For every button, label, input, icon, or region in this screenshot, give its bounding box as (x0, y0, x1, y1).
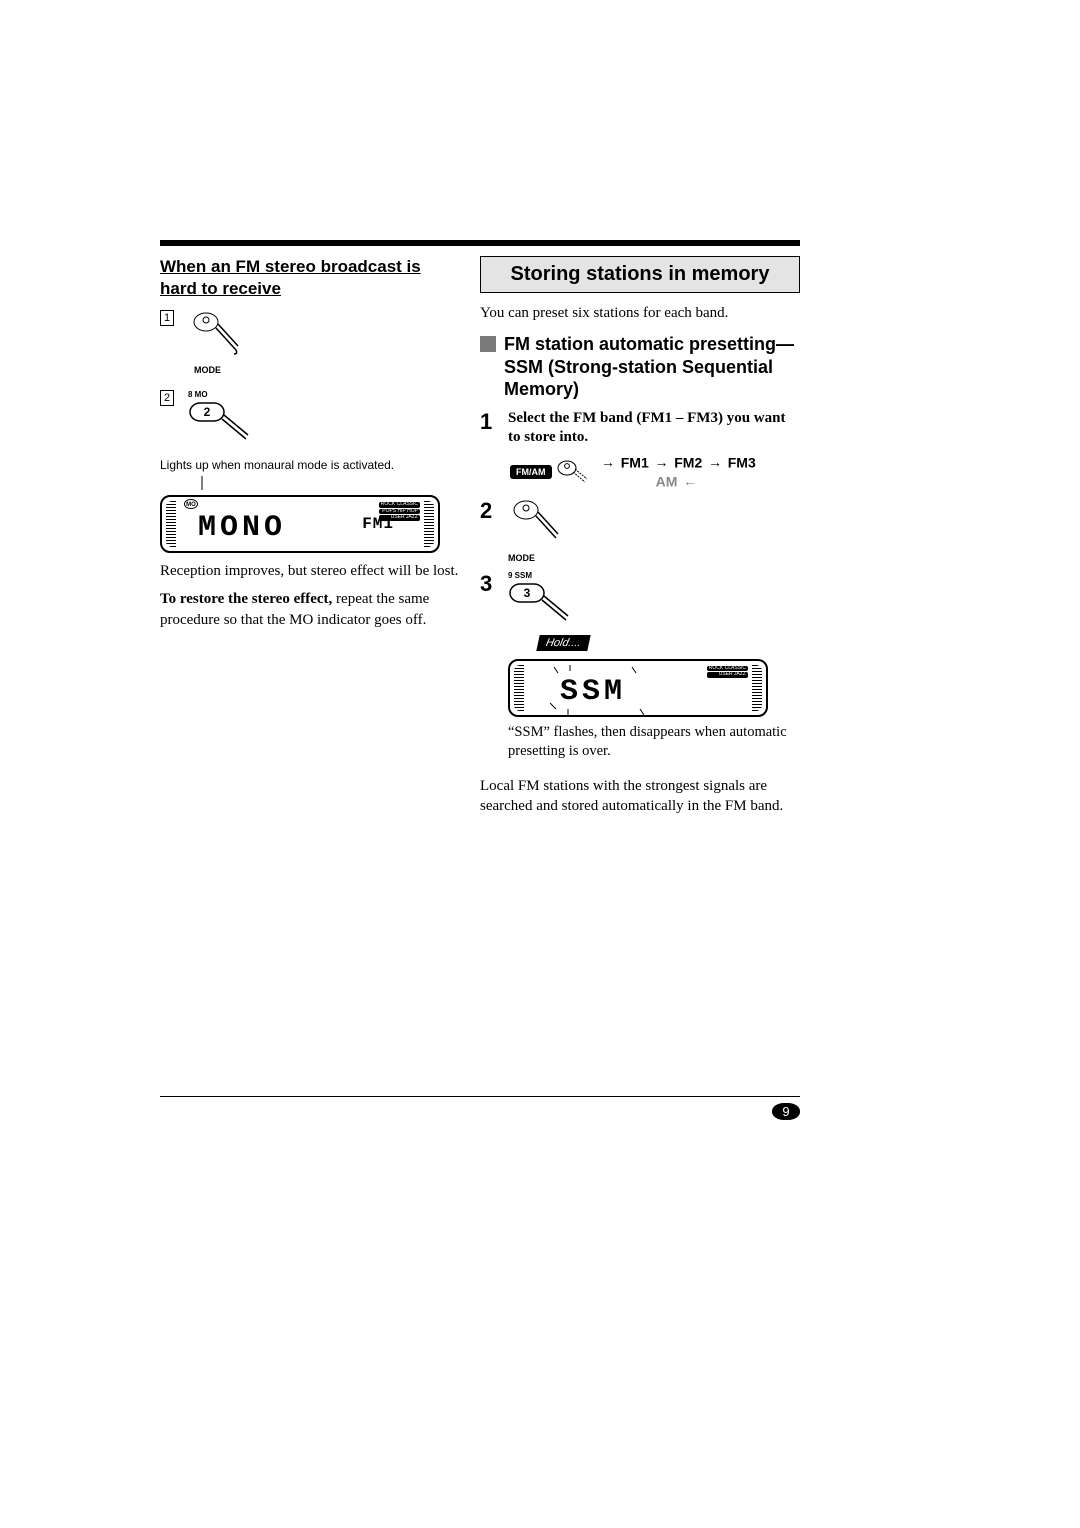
am-label: AM (656, 473, 678, 489)
step-number: 1 (480, 409, 498, 490)
ssm-heading: FM station automatic presetting—SSM (Str… (480, 333, 800, 401)
step1-text: Select the FM band (FM1 – FM3) you want … (508, 409, 800, 448)
left-step-1: 1 MODE (160, 310, 460, 378)
pointer-line-icon (160, 476, 440, 490)
right-step-1: 1 Select the FM band (FM1 – FM3) you wan… (480, 409, 800, 490)
arrow-icon: → (708, 454, 722, 470)
right-column: Storing stations in memory You can prese… (480, 256, 800, 816)
restore-note-bold: To restore the stereo effect, (160, 591, 332, 607)
button-press-icon (555, 458, 595, 486)
mode-label: MODE (508, 553, 800, 563)
preset-tiny-label: 9 SSM (508, 571, 800, 580)
fm3-label: FM3 (728, 454, 756, 470)
left-column: When an FM stereo broadcast is hard to r… (160, 256, 460, 816)
fm1-label: FM1 (621, 454, 649, 470)
storing-stations-heading: Storing stations in memory (480, 256, 800, 293)
ssm-tail-text: Local FM stations with the strongest sig… (480, 776, 800, 817)
restore-note: To restore the stereo effect, repeat the… (160, 589, 460, 630)
lcd-display-mono: MO MONO FM1 ROCK CLASSICPOPS HIP HOPUSER… (160, 495, 440, 553)
button-press-icon (508, 498, 568, 548)
square-bullet-icon (480, 336, 496, 352)
arrow-icon: → (655, 454, 669, 470)
band-cycle-diagram: FM/AM → FM1 → FM2 → (510, 454, 800, 490)
left-step-2: 2 8 MO 2 (160, 390, 460, 448)
preset-face: 2 (204, 405, 211, 419)
page-number: 9 (772, 1103, 800, 1120)
lcd-eq-tags: ROCK CLASSICPOPS HIP HOPUSER JAZZ (379, 501, 420, 522)
bottom-rule (160, 1096, 800, 1097)
lcd-eq-tags: ROCK CLASSICUSER JAZZ (707, 665, 748, 679)
right-step-2: 2 MODE (480, 498, 800, 563)
right-step-3: 3 9 SSM 3 Hold.... SSM ROCK CLASSICUSER … (480, 571, 800, 762)
step-number-box: 1 (160, 310, 174, 326)
arrow-icon: → (601, 454, 615, 470)
mono-caption: Lights up when monaural mode is activate… (160, 458, 460, 472)
arrow-icon: ← (683, 473, 697, 489)
mode-button-diagram: MODE (188, 310, 248, 375)
preset-face: 3 (524, 586, 531, 600)
preset-button-icon: 2 (188, 399, 258, 443)
fm2-label: FM2 (674, 454, 702, 470)
step-number: 3 (480, 571, 498, 762)
preset-tiny-label: 8 MO (188, 390, 258, 399)
ssm-flash-note: “SSM” flashes, then disappears when auto… (508, 723, 800, 762)
fmam-label: FM/AM (510, 465, 552, 479)
mode-label: MODE (194, 365, 248, 375)
mo-indicator: MO (184, 499, 198, 509)
left-section-title: When an FM stereo broadcast is hard to r… (160, 256, 460, 300)
ssm-heading-text: FM station automatic presetting—SSM (Str… (504, 333, 800, 401)
hold-badge: Hold.... (536, 635, 590, 651)
top-bar (160, 240, 800, 246)
step-number: 2 (480, 498, 498, 563)
button-press-icon (188, 310, 248, 360)
preset-intro: You can preset six stations for each ban… (480, 303, 800, 323)
step-number-box: 2 (160, 390, 174, 406)
preset-hold-icon: 3 (508, 580, 618, 628)
reception-note: Reception improves, but stereo effect wi… (160, 561, 460, 581)
preset-button-diagram: 8 MO 2 (188, 390, 258, 448)
page-number-bubble: 9 (772, 1103, 800, 1120)
lcd-main-text: SSM (560, 675, 626, 709)
lcd-display-ssm: SSM ROCK CLASSICUSER JAZZ (508, 659, 768, 717)
lcd-main-text: MONO (198, 511, 286, 545)
